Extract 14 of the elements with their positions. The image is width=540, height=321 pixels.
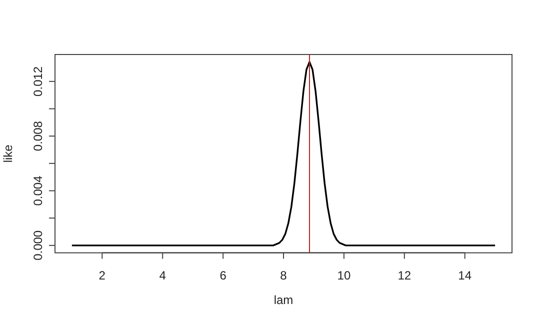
x-tick-label: 12 [398, 268, 412, 282]
x-tick-label: 8 [280, 268, 288, 282]
y-tick-label: 0.008 [30, 120, 45, 152]
y-tick-label: 0.004 [30, 175, 45, 206]
y-axis-title: like [1, 144, 15, 163]
x-axis-title: lam [274, 293, 294, 307]
x-tick-label: 4 [159, 268, 166, 282]
x-tick-label: 2 [98, 268, 106, 282]
x-tick-label: 6 [220, 268, 227, 282]
x-tick-label: 10 [337, 268, 351, 282]
line-series [71, 61, 496, 246]
y-tick-label: 0.000 [30, 230, 45, 260]
x-tick-label: 14 [458, 268, 472, 282]
y-tick-label: 0.012 [30, 66, 45, 96]
